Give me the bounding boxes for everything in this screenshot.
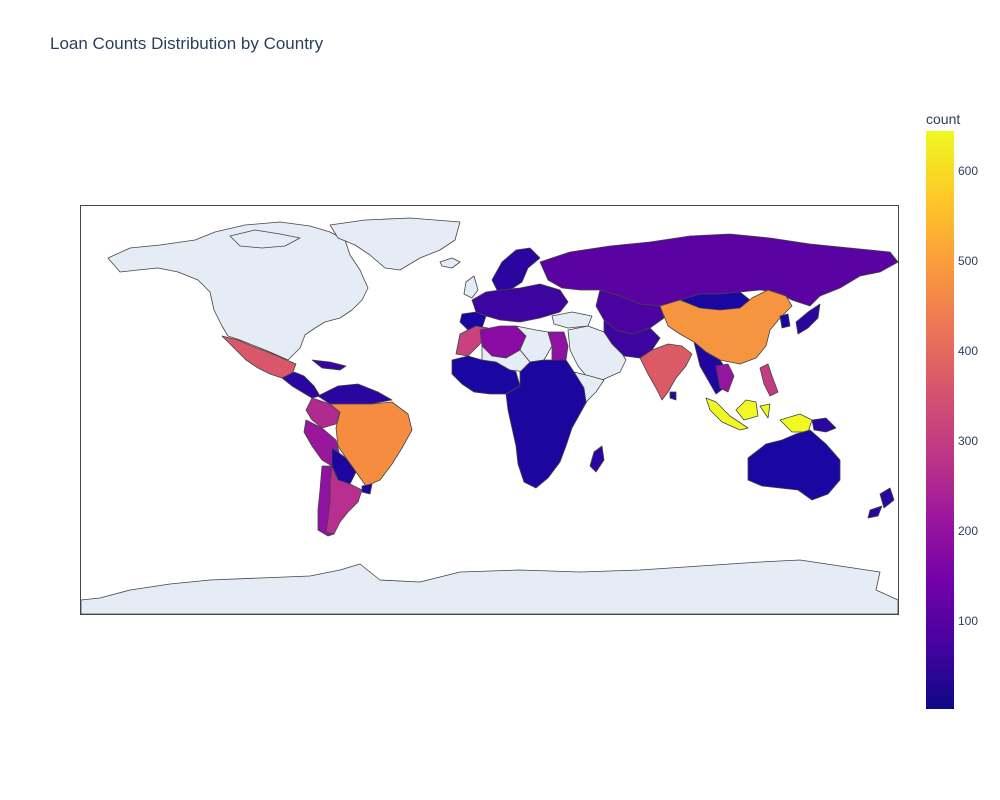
region-philippines[interactable]: [759, 363, 779, 397]
region-vietnam-cambodia[interactable]: [715, 363, 735, 393]
region-uruguay[interactable]: [361, 483, 373, 495]
colorbar-tick: 400: [958, 344, 979, 358]
colorbar: [926, 131, 954, 709]
region-sri-lanka[interactable]: [669, 391, 677, 401]
region-horn-of-africa[interactable]: [573, 371, 605, 403]
region-caribbean[interactable]: [311, 359, 347, 371]
chart-title: Loan Counts Distribution by Country: [50, 34, 324, 53]
region-brazil[interactable]: [329, 401, 413, 487]
region-morocco[interactable]: [455, 325, 489, 357]
region-central-africa[interactable]: [505, 359, 593, 489]
region-north-america[interactable]: [107, 221, 369, 361]
colorbar-tick: 200: [958, 524, 979, 538]
region-new-zealand[interactable]: [867, 487, 895, 519]
region-indonesia[interactable]: [705, 397, 813, 433]
region-madagascar[interactable]: [589, 445, 605, 473]
region-iceland[interactable]: [439, 257, 461, 269]
colorbar-tick: 600: [958, 164, 979, 178]
colorbar-tick: 500: [958, 254, 979, 268]
region-antarctica[interactable]: [80, 559, 899, 615]
region-chile[interactable]: [317, 465, 335, 537]
region-korea[interactable]: [779, 313, 791, 329]
region-australia[interactable]: [747, 429, 841, 501]
region-greenland[interactable]: [329, 217, 461, 271]
region-arctic-islands[interactable]: [229, 229, 301, 249]
colorbar-tick: 100: [958, 614, 979, 628]
region-india[interactable]: [639, 343, 693, 401]
region-europe[interactable]: [471, 283, 569, 323]
region-uk[interactable]: [463, 275, 479, 299]
land-layer: [80, 217, 899, 615]
colorbar-tick: 300: [958, 434, 979, 448]
region-papua-new-guinea[interactable]: [811, 417, 837, 433]
region-japan[interactable]: [795, 303, 821, 335]
colorbar-title: count: [926, 111, 961, 127]
